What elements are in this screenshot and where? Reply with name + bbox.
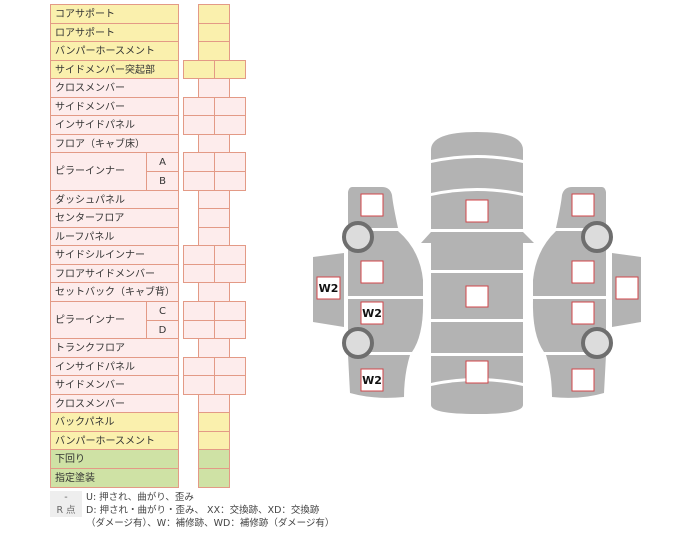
input-cell-right[interactable] (214, 59, 246, 80)
mark-top-hood[interactable] (465, 199, 489, 223)
top-front-bumper[interactable] (431, 132, 523, 160)
legend-key-r: R 点 (50, 504, 82, 517)
input-cell-right[interactable] (214, 319, 246, 340)
wheel-icon (342, 327, 374, 359)
legend-text: （ダメージ有）、W：補修跡、WD：補修跡（ダメージ有） (86, 518, 335, 529)
wheel-icon (342, 221, 374, 253)
mark-text: W2 (319, 282, 339, 295)
damage-marks: W2 W2 W2 (316, 193, 639, 392)
top-trunk-lid[interactable] (431, 322, 523, 353)
legend: - U: 押され、曲がり、歪み R 点 D: 押され・曲がり・歪み、 XX：交換跡、… (50, 491, 334, 530)
input-cell-right[interactable] (214, 171, 246, 191)
mark-right-door-panel[interactable] (615, 276, 639, 300)
legend-text: D: 押され・曲がり・歪み、 XX：交換跡、XD：交換跡 (86, 505, 320, 516)
mark-left-rear-door[interactable] (360, 301, 384, 325)
input-cell-right[interactable] (214, 263, 246, 284)
row-label: 指定塗装 (50, 468, 179, 488)
mark-top-trunk[interactable] (465, 360, 489, 384)
mark-right-front-fender[interactable] (571, 193, 595, 217)
wheel-icon (581, 327, 613, 359)
input-cell-right[interactable] (214, 115, 246, 135)
row-label: ピラーインナー (50, 300, 147, 340)
mark-text: W2 (362, 374, 382, 387)
input-cell-right[interactable] (214, 375, 246, 395)
top-hood[interactable] (431, 158, 523, 193)
mark-right-rear-fender[interactable] (571, 368, 595, 392)
mark-text: W2 (362, 307, 382, 320)
row-label: ピラーインナー (50, 152, 147, 191)
top-rear-bumper[interactable] (431, 381, 523, 414)
mark-left-door-panel[interactable] (316, 276, 341, 300)
legend-text: U: 押され、曲がり、歪み (86, 492, 194, 503)
top-roof-front[interactable] (421, 232, 534, 270)
legend-key-dash: - (50, 491, 82, 504)
mark-right-front-door[interactable] (571, 260, 595, 284)
mark-left-front-door[interactable] (360, 260, 384, 284)
mark-right-rear-door[interactable] (571, 301, 595, 325)
wheel-icon (581, 221, 613, 253)
mark-top-roof[interactable] (465, 285, 489, 308)
input-cell[interactable] (198, 468, 230, 488)
mark-left-front-fender[interactable] (360, 193, 384, 217)
mark-left-rear-fender[interactable] (360, 368, 384, 392)
